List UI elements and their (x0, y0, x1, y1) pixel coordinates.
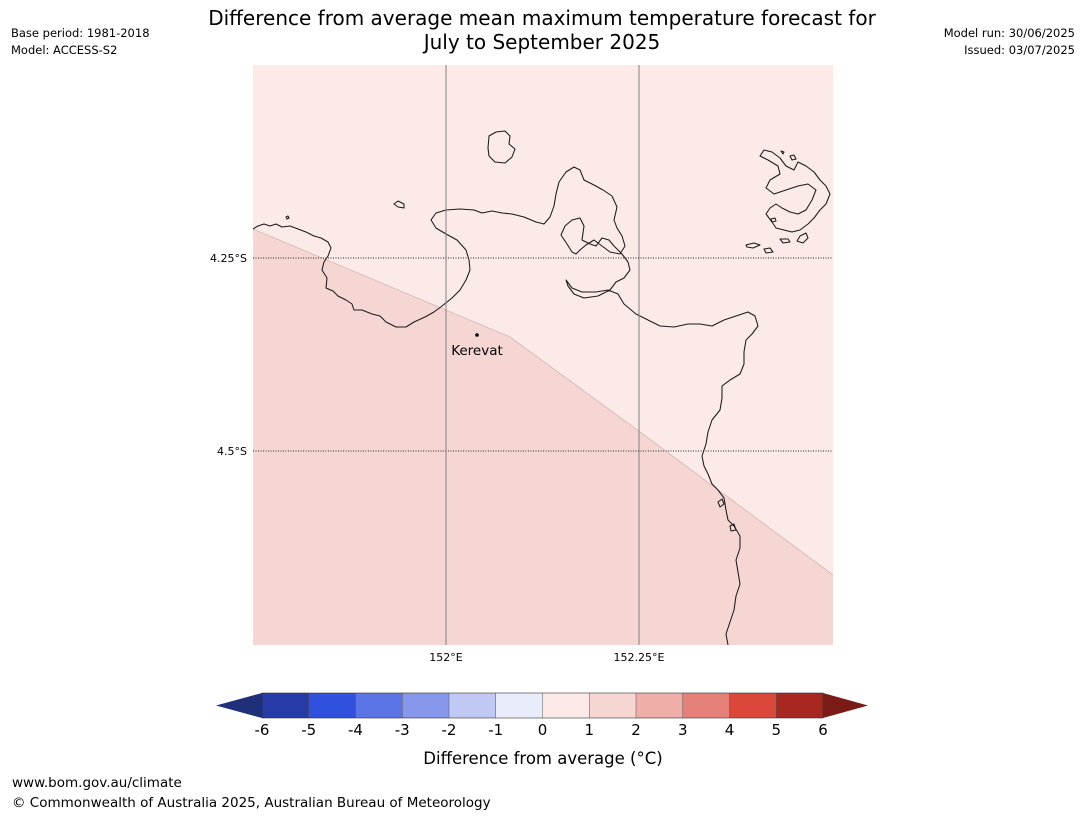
kerevat-marker (475, 333, 479, 337)
model-run-text: Model run: 30/06/2025 (943, 26, 1075, 40)
map-area: Kerevat (253, 65, 833, 645)
colorbar-tick-label: -6 (255, 721, 270, 739)
colorbar-tick-label: 1 (584, 721, 594, 739)
colorbar-label: Difference from average (°C) (423, 749, 662, 768)
coastlines (253, 130, 831, 645)
coastline-main (253, 166, 759, 645)
lon-label-152: 152°E (429, 651, 462, 664)
map-title: Difference from average mean maximum tem… (142, 6, 942, 54)
base-period-text: Base period: 1981-2018 (11, 26, 150, 40)
anomaly-zone-1-2 (253, 229, 833, 645)
kerevat-label: Kerevat (451, 343, 503, 359)
colorbar-outline (261, 692, 824, 719)
colorbar-tick-label: 6 (818, 721, 828, 739)
colorbar-segment (262, 693, 310, 718)
colorbar-segment (636, 693, 684, 718)
coastline-islet-coast2 (729, 523, 737, 532)
map-title-line2: July to September 2025 (423, 30, 661, 54)
colorbar-over-arrow (823, 693, 868, 718)
colorbar-tick-label: -5 (301, 721, 316, 739)
colorbar-segment (308, 693, 356, 718)
colorbar-segment (776, 693, 824, 718)
colorbar-tick-label: 3 (678, 721, 688, 739)
colorbar-segment (402, 693, 450, 718)
coastline-dot-islet (285, 215, 290, 220)
issued-text: Issued: 03/07/2025 (964, 43, 1075, 57)
coastline-duke-of-york (759, 149, 831, 233)
colorbar-segment (682, 693, 730, 718)
header-meta-right: Model run: 30/06/2025 Issued: 03/07/2025 (944, 25, 1075, 59)
colorbar-segment (729, 693, 777, 718)
colorbar-segment (589, 693, 637, 718)
lat-label-4-5: 4.5°S (217, 445, 247, 458)
colorbar-tick-label: 2 (631, 721, 641, 739)
colorbar-tick-label: 4 (725, 721, 735, 739)
coastline-islet-east1 (796, 232, 809, 244)
coastline-islet-east2 (779, 238, 791, 244)
coastline-islet-east6 (780, 150, 785, 155)
colorbar-segment (542, 693, 590, 718)
colorbar-tick-label: -4 (348, 721, 363, 739)
model-text: Model: ACCESS-S2 (11, 43, 118, 57)
colorbar-tick-label: -2 (442, 721, 457, 739)
lat-label-4-25: 4.25°S (210, 252, 247, 265)
coastline-islet-east5 (770, 217, 777, 223)
colorbar-tick-label: -1 (488, 721, 503, 739)
colorbar-tick-label: 0 (538, 721, 548, 739)
colorbar-under-arrow (216, 693, 262, 718)
zone-boundary-line (253, 228, 833, 576)
coastline-islet-coast1 (717, 498, 725, 508)
colorbar-segment (495, 693, 543, 718)
lon-label-152-25: 152.25°E (614, 651, 665, 664)
colorbar-segment (355, 693, 403, 718)
gridlines (253, 65, 833, 645)
coastline-islet-east4 (763, 247, 774, 254)
colorbar-tick-label: -3 (395, 721, 410, 739)
footer-copyright: © Commonwealth of Australia 2025, Austra… (12, 795, 491, 811)
header-meta-left: Base period: 1981-2018 Model: ACCESS-S2 (11, 25, 150, 59)
footer-url: www.bom.gov.au/climate (12, 775, 182, 791)
colorbar: -6 -5 -4 -3 -2 -1 0 1 2 3 4 5 6 Difference from aver… (216, 692, 868, 768)
map-title-line1: Difference from average mean maximum tem… (208, 6, 876, 30)
colorbar-segment (449, 693, 497, 718)
coastline-island-north (487, 130, 516, 164)
colorbar-tick-label: 5 (771, 721, 781, 739)
coastline-islet-east3 (745, 242, 761, 249)
coastline-islet-east7 (789, 154, 797, 161)
coastline-islet-small (393, 200, 405, 209)
